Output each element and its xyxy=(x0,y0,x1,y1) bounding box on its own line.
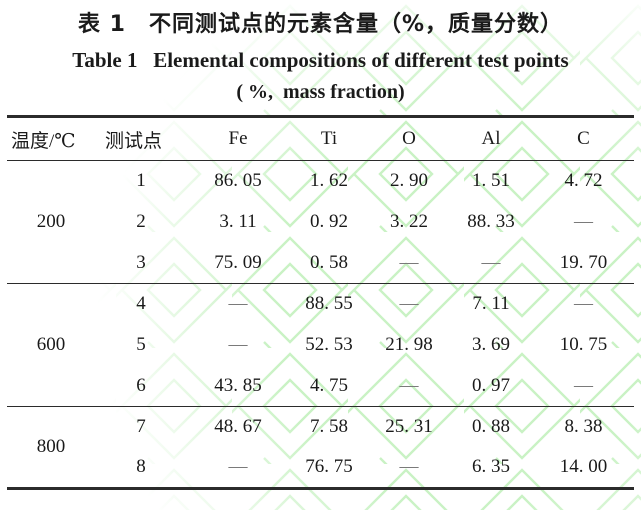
value-cell: — xyxy=(399,251,419,273)
header-c: C xyxy=(533,116,634,161)
value-cell: 6. 35 xyxy=(472,456,510,478)
value-cell: — xyxy=(228,334,248,355)
value-cell: 21. 98 xyxy=(385,334,433,355)
table-row: 2 3. 11 0. 92 3. 22 88. 33 — xyxy=(7,202,634,243)
header-temperature: 温度/℃ xyxy=(7,116,95,161)
point-cell: 8 xyxy=(136,456,146,478)
value-cell: 3. 22 xyxy=(390,211,428,232)
value-cell: 25. 31 xyxy=(369,406,449,448)
value-cell: 0. 88 xyxy=(449,406,533,448)
value-cell: — xyxy=(574,374,593,396)
value-cell: 3. 69 xyxy=(472,334,510,355)
table-row: 3 75. 09 0. 58 — — 19. 70 xyxy=(7,243,634,284)
temp-cell: 800 xyxy=(7,406,95,489)
value-cell: 48. 67 xyxy=(187,406,289,448)
value-cell: 1. 51 xyxy=(472,170,510,192)
value-cell: — xyxy=(399,456,419,478)
value-cell: — xyxy=(228,456,248,478)
table-row: 6 43. 85 4. 75 — 0. 97 — xyxy=(7,366,634,407)
value-cell: 76. 75 xyxy=(305,456,353,478)
value-cell: 4. 75 xyxy=(310,374,348,396)
value-cell: 0. 92 xyxy=(310,211,348,232)
header-row: 温度/℃ 测试点 Fe Ti O Al C xyxy=(7,116,634,161)
table-caption-english: Table 1 Elemental compositions of differ… xyxy=(72,48,569,72)
value-cell: 10. 75 xyxy=(559,334,608,355)
value-cell: 7. 11 xyxy=(449,283,533,325)
value-cell: 19. 70 xyxy=(559,251,608,273)
value-cell: 0. 97 xyxy=(472,374,510,396)
table-row: 600 4 — 88. 55 — 7. 11 — xyxy=(7,283,634,407)
point-cell: 6 xyxy=(136,374,146,396)
value-cell: 7. 58 xyxy=(289,406,369,448)
group-200: 200 1 86. 05 1. 62 2. 90 1. 51 4. 72 2 3… xyxy=(7,161,634,284)
value-cell: 52. 53 xyxy=(305,334,353,355)
elemental-composition-table: 温度/℃ 测试点 Fe Ti O Al C 200 1 86. 05 1. 62… xyxy=(7,115,634,490)
point-cell: 7 xyxy=(95,406,187,448)
value-cell: 75. 09 xyxy=(214,251,262,273)
point-cell: 3 xyxy=(136,251,146,273)
value-cell: 3. 11 xyxy=(219,211,257,232)
value-cell: 1. 62 xyxy=(310,170,348,192)
group-600: 600 4 — 88. 55 — 7. 11 — 5 — 52. 53 21. … xyxy=(7,283,634,407)
point-cell: 1 xyxy=(136,170,146,192)
table-row: 5 — 52. 53 21. 98 3. 69 10. 75 xyxy=(7,325,634,366)
temp-cell: 200 xyxy=(36,211,66,232)
group-800: 800 7 48. 67 7. 58 25. 31 0. 88 8. 38 8 … xyxy=(7,406,634,489)
point-cell: 4 xyxy=(95,283,187,325)
table-caption-chinese: 表 1 不同测试点的元素含量（%，质量分数） xyxy=(77,12,563,37)
header-al: Al xyxy=(449,116,533,161)
value-cell: 8. 38 xyxy=(533,406,634,448)
point-cell: 5 xyxy=(136,334,146,355)
table-row: 8 — 76. 75 — 6. 35 14. 00 xyxy=(7,448,634,489)
value-cell: 86. 05 xyxy=(214,170,262,192)
value-cell: 14. 00 xyxy=(559,456,608,478)
value-cell: 88. 55 xyxy=(289,283,369,325)
value-cell: 43. 85 xyxy=(214,374,262,396)
table-caption-english-units: ( %, mass fraction) xyxy=(236,81,405,103)
table-row: 200 1 86. 05 1. 62 2. 90 1. 51 4. 72 xyxy=(7,161,634,232)
value-cell: — xyxy=(481,251,501,273)
header-ti: Ti xyxy=(289,116,369,161)
value-cell: 0. 58 xyxy=(310,251,348,273)
value-cell: 88. 33 xyxy=(467,211,515,232)
value-cell: — xyxy=(399,374,419,396)
header-o: O xyxy=(369,116,449,161)
table-row: 800 7 48. 67 7. 58 25. 31 0. 88 8. 38 xyxy=(7,406,634,489)
header-test-point: 测试点 xyxy=(95,116,187,161)
value-cell: — xyxy=(533,283,634,325)
value-cell: — xyxy=(369,283,449,325)
header-fe: Fe xyxy=(187,116,289,161)
value-cell: 4. 72 xyxy=(564,170,603,192)
value-cell: — xyxy=(187,283,289,325)
value-cell: — xyxy=(574,211,593,232)
value-cell: 2. 90 xyxy=(390,170,428,192)
table-caption: 表 1 不同测试点的元素含量（%，质量分数） Table 1 Elemental… xyxy=(0,0,641,107)
point-cell: 2 xyxy=(136,211,146,232)
temp-cell: 600 xyxy=(7,283,95,407)
